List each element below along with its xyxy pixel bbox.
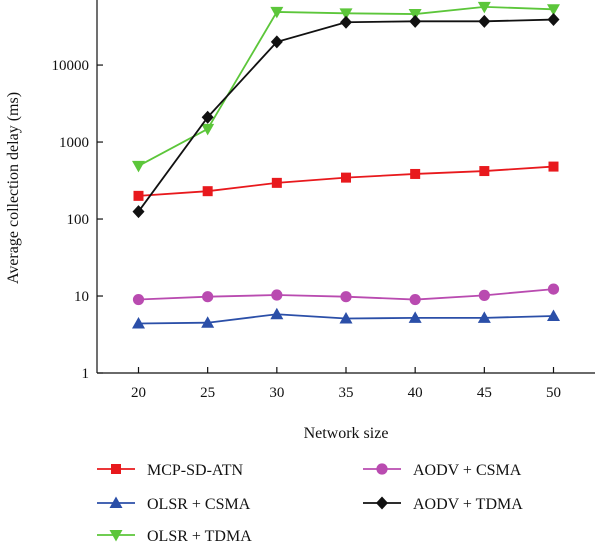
x-axis-label: Network size (304, 425, 389, 442)
marker-triangle-down (109, 530, 123, 542)
y-tick-label: 100 (67, 212, 90, 228)
y-tick-label: 1000 (59, 135, 89, 151)
legend-item: AODV + CSMA (363, 462, 522, 479)
marker-square (548, 161, 559, 172)
marker-triangle-down (132, 160, 145, 173)
x-tick-label: 50 (546, 385, 561, 401)
x-tick-label: 45 (477, 385, 492, 401)
marker-triangle-down (201, 123, 215, 136)
data-series (132, 1, 560, 329)
y-tick-label: 10000 (52, 58, 90, 74)
legend-label: OLSR + CSMA (147, 496, 251, 513)
marker-circle (478, 289, 490, 301)
marker-diamond (340, 15, 352, 29)
marker-diamond (409, 14, 422, 28)
y-tick-label: 10 (74, 289, 89, 305)
marker-circle (132, 293, 145, 306)
marker-circle (409, 293, 421, 306)
legend: MCP-SD-ATN OLSR + CSMA OLSR + TDMA AODV + C… (97, 462, 523, 545)
series-aodv-csma (132, 283, 560, 306)
x-tick-label: 20 (131, 385, 146, 401)
marker-square (133, 190, 144, 201)
y-axis-label: Average collection delay (ms) (5, 92, 22, 284)
marker-circle (202, 291, 214, 303)
x-tick-label: 40 (408, 385, 423, 401)
marker-triangle-down (270, 6, 284, 19)
legend-label: MCP-SD-ATN (147, 462, 243, 479)
axis-ticks: 1 10 100 1000 10000 20 25 30 35 40 45 50 (52, 58, 562, 401)
legend-item: OLSR + CSMA (97, 496, 251, 513)
marker-square (410, 168, 421, 179)
x-tick-label: 25 (200, 385, 215, 401)
x-tick-label: 30 (269, 385, 284, 401)
marker-circle (340, 291, 352, 303)
legend-label: AODV + CSMA (413, 462, 522, 479)
marker-circle (376, 463, 388, 475)
legend-item: OLSR + TDMA (97, 528, 252, 545)
marker-circle (547, 283, 560, 295)
marker-triangle-down (408, 9, 422, 21)
x-tick-label: 35 (339, 385, 354, 401)
marker-square (111, 464, 121, 474)
marker-square (202, 186, 213, 197)
marker-triangle-down (339, 8, 353, 20)
marker-triangle-down (547, 4, 560, 16)
legend-item: MCP-SD-ATN (97, 462, 243, 479)
series-mcp-sd-atn (133, 161, 559, 201)
marker-triangle-up (109, 496, 123, 508)
marker-triangle-down (477, 1, 491, 14)
marker-square (479, 166, 490, 177)
legend-label: AODV + TDMA (413, 496, 523, 513)
series-aodv-tdma (132, 13, 560, 219)
marker-triangle-up (270, 307, 284, 320)
marker-triangle-up (547, 309, 560, 322)
marker-square (271, 177, 282, 188)
marker-circle (271, 289, 283, 301)
marker-diamond (201, 110, 214, 124)
marker-triangle-up (201, 316, 215, 328)
y-tick-label: 1 (82, 366, 90, 382)
series-olsr-tdma (132, 1, 560, 173)
legend-label: OLSR + TDMA (147, 528, 252, 545)
marker-triangle-up (132, 316, 145, 329)
marker-diamond (478, 14, 491, 28)
marker-triangle-up (339, 312, 353, 324)
marker-diamond (270, 35, 283, 49)
marker-triangle-up (477, 311, 491, 323)
marker-triangle-up (408, 311, 422, 323)
legend-item: AODV + TDMA (363, 496, 523, 513)
marker-diamond (132, 205, 145, 219)
series-line (137, 18, 554, 213)
marker-diamond (376, 496, 388, 510)
series-line (138, 5, 554, 167)
marker-square (341, 172, 351, 183)
marker-diamond (547, 13, 560, 27)
series-olsr-csma (132, 307, 560, 329)
